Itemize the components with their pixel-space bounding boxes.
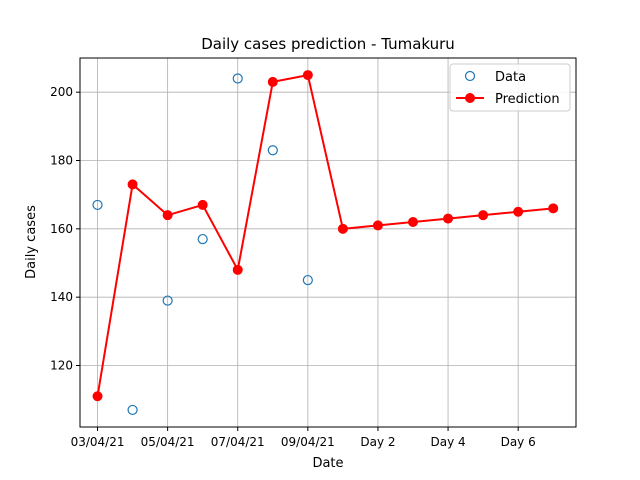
prediction-point bbox=[267, 76, 278, 87]
series-data bbox=[92, 73, 313, 416]
y-axis-label: Daily cases bbox=[24, 205, 39, 279]
prediction-point bbox=[92, 391, 103, 402]
x-tick-label: Day 6 bbox=[501, 435, 536, 449]
data-point bbox=[92, 199, 103, 211]
x-tick-label: Day 2 bbox=[360, 435, 395, 449]
prediction-point bbox=[127, 179, 138, 190]
y-tick-label: 160 bbox=[50, 222, 73, 236]
data-point bbox=[162, 295, 173, 306]
x-axis-label: Date bbox=[312, 456, 343, 471]
prediction-point bbox=[513, 206, 524, 217]
data-point bbox=[127, 404, 138, 416]
legend: Data Prediction bbox=[449, 63, 571, 112]
legend-prediction-label: Prediction bbox=[495, 92, 560, 107]
x-tick-label: 09/04/21 bbox=[281, 435, 335, 449]
prediction-point bbox=[302, 70, 313, 81]
y-tick-label: 200 bbox=[50, 85, 73, 99]
series-prediction bbox=[92, 70, 559, 402]
prediction-point bbox=[197, 199, 208, 210]
legend-data-marker bbox=[464, 70, 476, 82]
series-layer bbox=[92, 70, 559, 416]
y-tick-label: 120 bbox=[50, 359, 73, 373]
x-tick-label: Day 4 bbox=[430, 435, 465, 449]
data-point bbox=[267, 145, 278, 156]
prediction-point bbox=[548, 203, 559, 214]
prediction-point bbox=[337, 223, 348, 234]
prediction-point bbox=[408, 217, 419, 227]
y-tick-label: 140 bbox=[50, 290, 73, 304]
prediction-point bbox=[372, 220, 383, 231]
prediction-line bbox=[96, 74, 554, 397]
data-point bbox=[197, 233, 208, 245]
prediction-point bbox=[162, 210, 173, 221]
legend-data-label: Data bbox=[495, 70, 526, 85]
prediction-point bbox=[443, 213, 454, 224]
legend-box bbox=[449, 63, 571, 112]
prediction-point bbox=[478, 210, 489, 221]
x-tick-label: 03/04/21 bbox=[71, 435, 125, 449]
chart-title: Daily cases prediction - Tumakuru bbox=[201, 35, 455, 53]
legend-prediction-marker bbox=[465, 93, 475, 103]
prediction-point bbox=[232, 264, 243, 275]
ticks: 03/04/21 05/04/21 07/04/21 09/04/21 Day 2 Day… bbox=[50, 85, 536, 449]
x-tick-label: 07/04/21 bbox=[211, 435, 265, 449]
x-tick-label: 05/04/21 bbox=[141, 435, 195, 449]
plot-frame bbox=[79, 57, 577, 428]
data-point bbox=[302, 274, 313, 286]
y-tick-label: 180 bbox=[50, 154, 73, 168]
data-point bbox=[232, 73, 243, 84]
